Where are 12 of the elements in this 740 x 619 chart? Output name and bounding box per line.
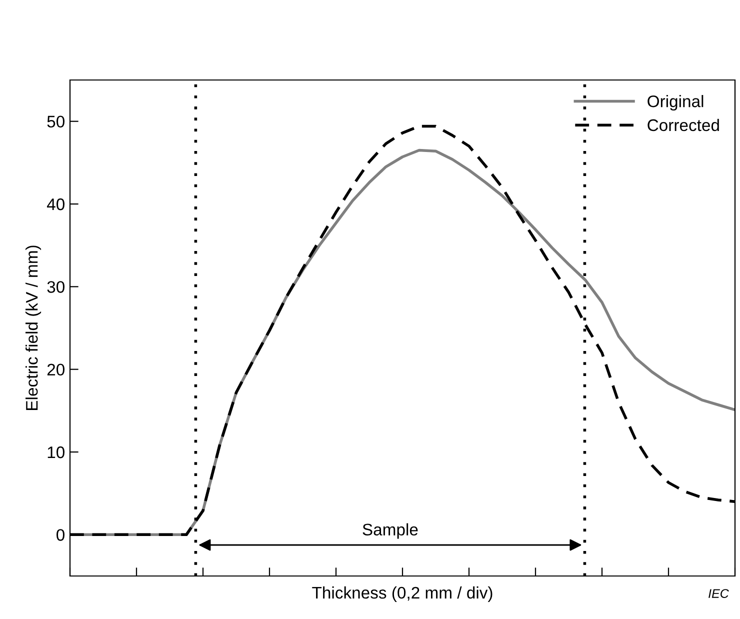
y-tick-label: 20 <box>47 364 64 376</box>
y-tick-label: 50 <box>47 116 64 128</box>
y-tick-label: 30 <box>47 281 64 293</box>
y-axis-title: Electric field (kV / mm) <box>26 246 42 410</box>
y-tick-label: 0 <box>56 529 64 541</box>
x-axis-title: Thickness (0,2 mm / div) <box>312 586 492 602</box>
legend-label: Original <box>648 95 704 111</box>
legend-label: Corrected <box>648 118 719 132</box>
text: IEC <box>708 589 729 598</box>
y-tick-label: 10 <box>48 446 64 458</box>
y-tick-label: 40 <box>46 198 64 210</box>
annotation: Sample <box>362 523 418 539</box>
